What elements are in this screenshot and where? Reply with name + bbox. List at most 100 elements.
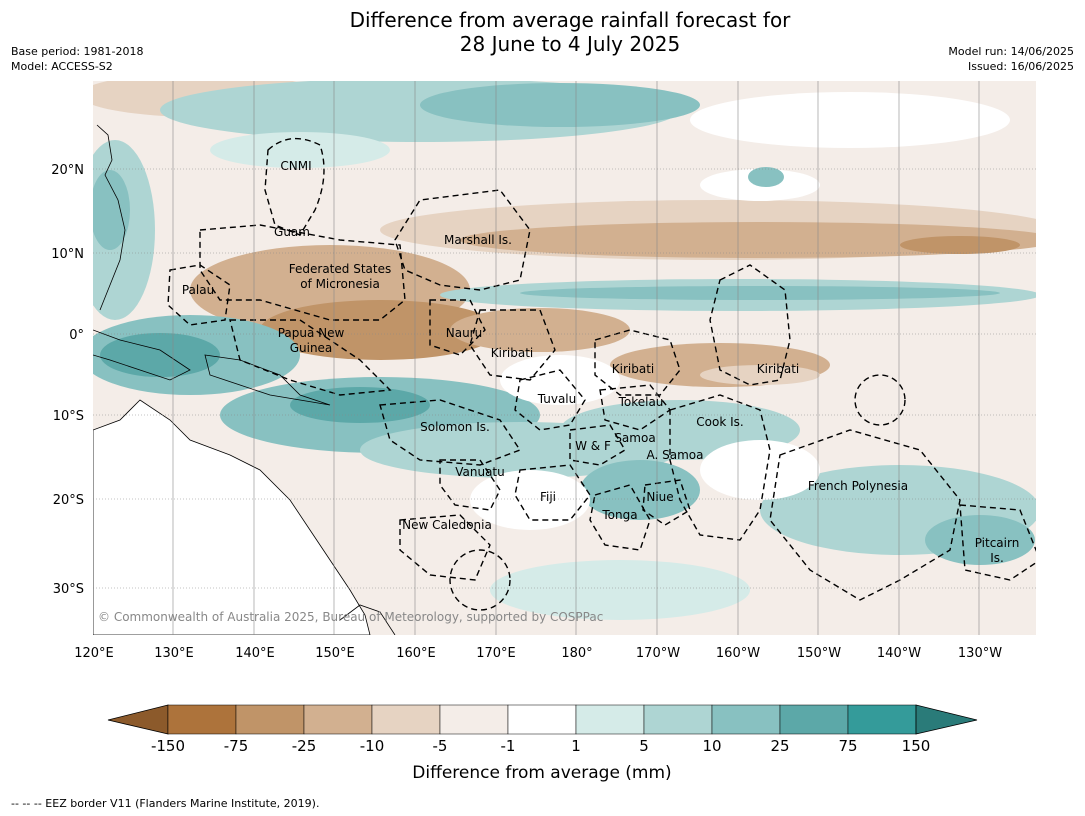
colorbar-extend-low [107,704,169,735]
lon-tick: 130°E [154,646,194,661]
eez-tuvalu [514,369,586,431]
lat-tick: 30°S [53,582,84,597]
label-asamoa: A. Samoa [647,448,704,462]
wet-philippines-core [93,170,130,250]
neutral-ne [690,92,1010,148]
label-guam: Guam [274,225,310,239]
title-line-2: 28 June to 4 July 2025 [459,32,681,56]
map-area: CNMI Guam Marshall Is. Federated States … [93,81,1036,635]
wet-solomon-core [290,387,430,423]
label-png-1: Papua New [278,326,345,340]
eez-wf [569,424,626,466]
colorbar-tick: -150 [151,737,185,755]
model-name: Model: ACCESS-S2 [11,60,113,73]
label-pitcairn-2: Is. [990,551,1004,565]
dry-core-micronesia [260,300,500,360]
graticule [93,81,1036,635]
colorbar-extend-high [915,704,978,735]
label-tonga: Tonga [601,508,637,522]
eez-kiribati-e [709,264,791,386]
colorbar-tick: 75 [838,737,857,755]
label-cnmi: CNMI [280,159,311,173]
colorbar-bin [371,704,441,735]
lon-tick: 170°E [476,646,516,661]
eez-kiribati-w [469,309,556,381]
label-new-caledonia: New Caledonia [402,518,492,532]
label-samoa: Samoa [614,431,655,445]
eez-tokelau [599,384,672,431]
label-pitcairn-1: Pitcairn [975,536,1020,550]
colorbar-bin [779,704,849,735]
label-kiribati-c: Kiribati [612,362,654,376]
colorbar-tick: 5 [639,737,649,755]
wet-south [490,560,750,620]
eez-pitcairn [959,504,1036,581]
lon-tick: 140°W [877,646,921,661]
footer-note: -- -- -- EEZ border V11 (Flanders Marine… [11,797,320,810]
colorbar-bin [439,704,509,735]
philippines-coast [96,124,126,311]
wet-core-north [420,83,700,127]
copyright-note: © Commonwealth of Australia 2025, Bureau… [98,610,603,624]
label-png-2: Guinea [290,341,333,355]
colorbar-tick: 150 [902,737,931,755]
eez-cnmi [264,137,325,236]
meta-right: Model run: 14/06/2025 Issued: 16/06/2025 [948,44,1074,74]
label-wf: W & F [575,439,611,453]
wet-tonga [580,460,700,520]
eez-png [229,319,392,396]
neutral-fiji [470,470,590,530]
colorbar-tick: -5 [433,737,448,755]
colorbar-tick: 1 [571,737,581,755]
eez-fsm [199,224,406,321]
lon-tick: 140°E [235,646,275,661]
label-french-polynesia: French Polynesia [808,479,908,493]
label-fsm-1: Federated States [289,262,391,276]
wet-tongue-core [520,286,1000,300]
lat-tick: 20°N [51,163,84,178]
colorbar-tick: 10 [702,737,721,755]
eez-norfolk [449,549,511,611]
colorbar-bin [643,704,713,735]
eez-palau [167,264,231,326]
eez-niue [642,479,691,526]
colorbar-tick: 25 [770,737,789,755]
eez-new-caledonia [399,514,491,581]
colorbar-bin [711,704,781,735]
label-tokelau: Tokelau [618,395,664,409]
label-solomon: Solomon Is. [420,420,490,434]
lon-tick: 120°E [74,646,114,661]
lat-axis: 20°N 10°N 0° 10°S 20°S 30°S [51,163,84,597]
colorbar-bin [167,704,237,735]
wet-hawaii [748,167,784,187]
eez-cook [669,394,771,541]
colorbar-bin [507,704,577,735]
colorbar-bin [303,704,373,735]
label-vanuatu: Vanuatu [455,465,505,479]
australia-land [93,399,371,635]
lon-tick: 170°W [636,646,680,661]
label-marshall: Marshall Is. [444,233,512,247]
eez-borders [167,137,1036,611]
colorbar-label: Difference from average (mm) [412,763,671,783]
model-run: Model run: 14/06/2025 [948,45,1074,58]
lon-tick: 160°W [716,646,760,661]
neutral-tuvalu [500,355,620,405]
label-kiribati-w: Kiribati [491,346,533,360]
lat-tick: 0° [69,328,84,343]
title-line-1: Difference from average rainfall forecas… [349,8,791,32]
colorbar: -150 -75 -25 -10 -5 -1 1 5 10 25 75 150 … [107,704,978,783]
label-fsm-2: of Micronesia [300,277,380,291]
wet-png-core [100,333,220,377]
lat-tick: 10°S [53,409,84,424]
label-palau: Palau [182,283,214,297]
lon-tick: 180° [561,646,592,661]
dry-core-east [900,236,1020,254]
lon-axis: 120°E 130°E 140°E 150°E 160°E 170°E 180°… [74,646,1002,661]
eez-nauru [429,299,486,356]
lon-tick: 130°W [958,646,1002,661]
label-kiribati-e: Kiribati [757,362,799,376]
label-niue: Niue [646,490,673,504]
eez-fiji [514,464,591,521]
